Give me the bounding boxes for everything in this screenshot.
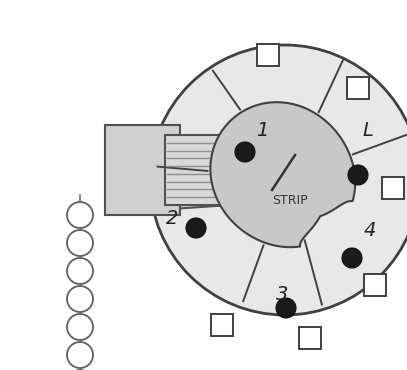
Circle shape [67,258,93,284]
Bar [105,125,180,215]
Point [225,187,230,192]
Point [164,164,169,168]
Bar [382,177,404,199]
Circle shape [150,45,407,315]
Point [210,68,215,73]
Text: 4: 4 [364,221,376,239]
Point [316,110,321,114]
Point [225,179,230,184]
Point [164,179,169,184]
Bar [257,44,279,66]
Point [225,195,230,199]
Line: 2 pts: 2 pts [305,240,322,305]
Point [302,238,307,243]
Point [261,243,266,248]
Point [241,299,246,303]
Point [155,164,160,169]
Text: STRIP: STRIP [272,194,308,206]
Point [164,148,169,153]
Line: 2 pts: 2 pts [353,133,407,154]
Circle shape [342,248,362,268]
Circle shape [186,218,206,238]
Point [205,169,210,173]
Bar [299,327,321,349]
Circle shape [235,142,255,162]
Polygon shape [158,135,230,210]
Text: L: L [363,121,374,139]
Point [225,141,230,145]
Line: 2 pts: 2 pts [319,59,344,112]
Circle shape [67,342,93,368]
Text: 2: 2 [166,209,178,228]
Circle shape [67,286,93,312]
Point [341,57,346,61]
Point [164,195,169,199]
Point [350,152,355,157]
Point [225,172,230,176]
Point [319,302,324,307]
Point [238,107,243,112]
Point [164,172,169,176]
Line: 2 pts: 2 pts [158,166,208,171]
Bar [347,77,369,99]
Circle shape [67,202,93,228]
Bar [211,314,233,336]
Bar [165,135,230,205]
Bar [364,274,386,296]
Circle shape [67,314,93,340]
Point [225,164,230,168]
Circle shape [67,230,93,256]
Polygon shape [210,102,355,247]
Circle shape [348,165,368,185]
Point [225,156,230,161]
Point [164,187,169,192]
Point [225,148,230,153]
Text: 3: 3 [276,286,288,305]
Text: 1: 1 [256,121,268,139]
Point [164,141,169,145]
Line: 2 pts: 2 pts [213,71,240,110]
Point [164,156,169,161]
Circle shape [276,298,296,318]
Line: 2 pts: 2 pts [243,245,263,301]
